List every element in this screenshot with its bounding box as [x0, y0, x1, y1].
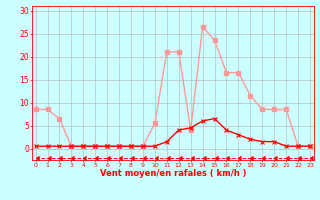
- X-axis label: Vent moyen/en rafales ( km/h ): Vent moyen/en rafales ( km/h ): [100, 169, 246, 178]
